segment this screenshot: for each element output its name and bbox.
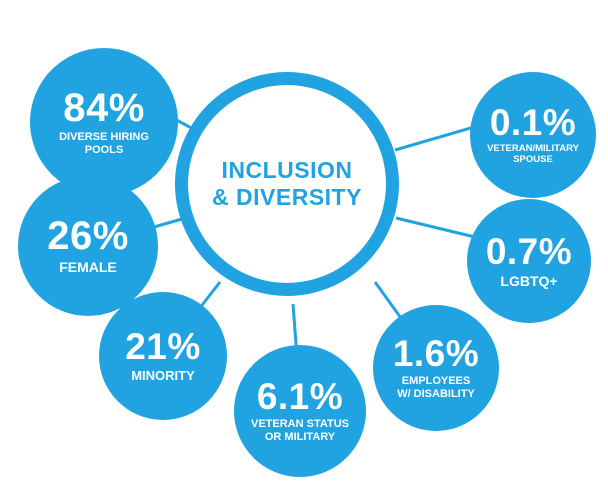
stat-label-line: FEMALE — [59, 259, 117, 276]
stat-value: 84% — [63, 85, 145, 130]
stat-label-line: DIVERSE HIRING — [59, 130, 149, 143]
stat-value: 6.1% — [256, 376, 344, 418]
stat-bubble-minority: 21% MINORITY — [99, 292, 227, 420]
connector-veteran-spouse — [394, 123, 482, 152]
stat-value: 0.7% — [485, 230, 573, 272]
stat-value: 26% — [47, 214, 129, 259]
stat-label-line: VETERAN STATUS — [251, 418, 349, 431]
stat-value: 21% — [125, 326, 201, 368]
stat-label-line: SPOUSE — [513, 154, 553, 165]
stat-value: 0.1% — [489, 102, 577, 144]
stat-value: 1.6% — [392, 333, 480, 375]
stat-label-line: OR MILITARY — [264, 431, 336, 443]
stat-bubble-lgbtq: 0.7% LGBTQ+ — [467, 199, 591, 323]
stat-label-line: VETERAN/MILITARY — [487, 143, 579, 155]
center-title-line1: INCLUSION — [221, 157, 353, 183]
stat-bubble-veteran-spouse: 0.1% VETERAN/MILITARY SPOUSE — [470, 72, 596, 198]
stat-label-line: POOLS — [84, 143, 124, 156]
center-label: INCLUSION & DIVERSITY — [175, 72, 399, 296]
connector-lgbtq — [395, 216, 480, 240]
stat-label-line: EMPLOYEES — [401, 375, 471, 388]
stat-bubble-female: 26% FEMALE — [18, 176, 158, 316]
stat-bubble-diverse-hiring: 84% DIVERSE HIRING POOLS — [30, 48, 178, 196]
stat-label-line: MINORITY — [131, 368, 195, 384]
stat-label-line: LGBTQ+ — [500, 272, 558, 289]
center-title-line2: & DIVERSITY — [212, 184, 362, 210]
stat-bubble-disability: 1.6% EMPLOYEES W/ DISABILITY — [373, 305, 499, 431]
stat-label-line: W/ DISABILITY — [397, 388, 475, 400]
stat-bubble-veteran-status: 6.1% VETERAN STATUS OR MILITARY — [234, 345, 366, 477]
